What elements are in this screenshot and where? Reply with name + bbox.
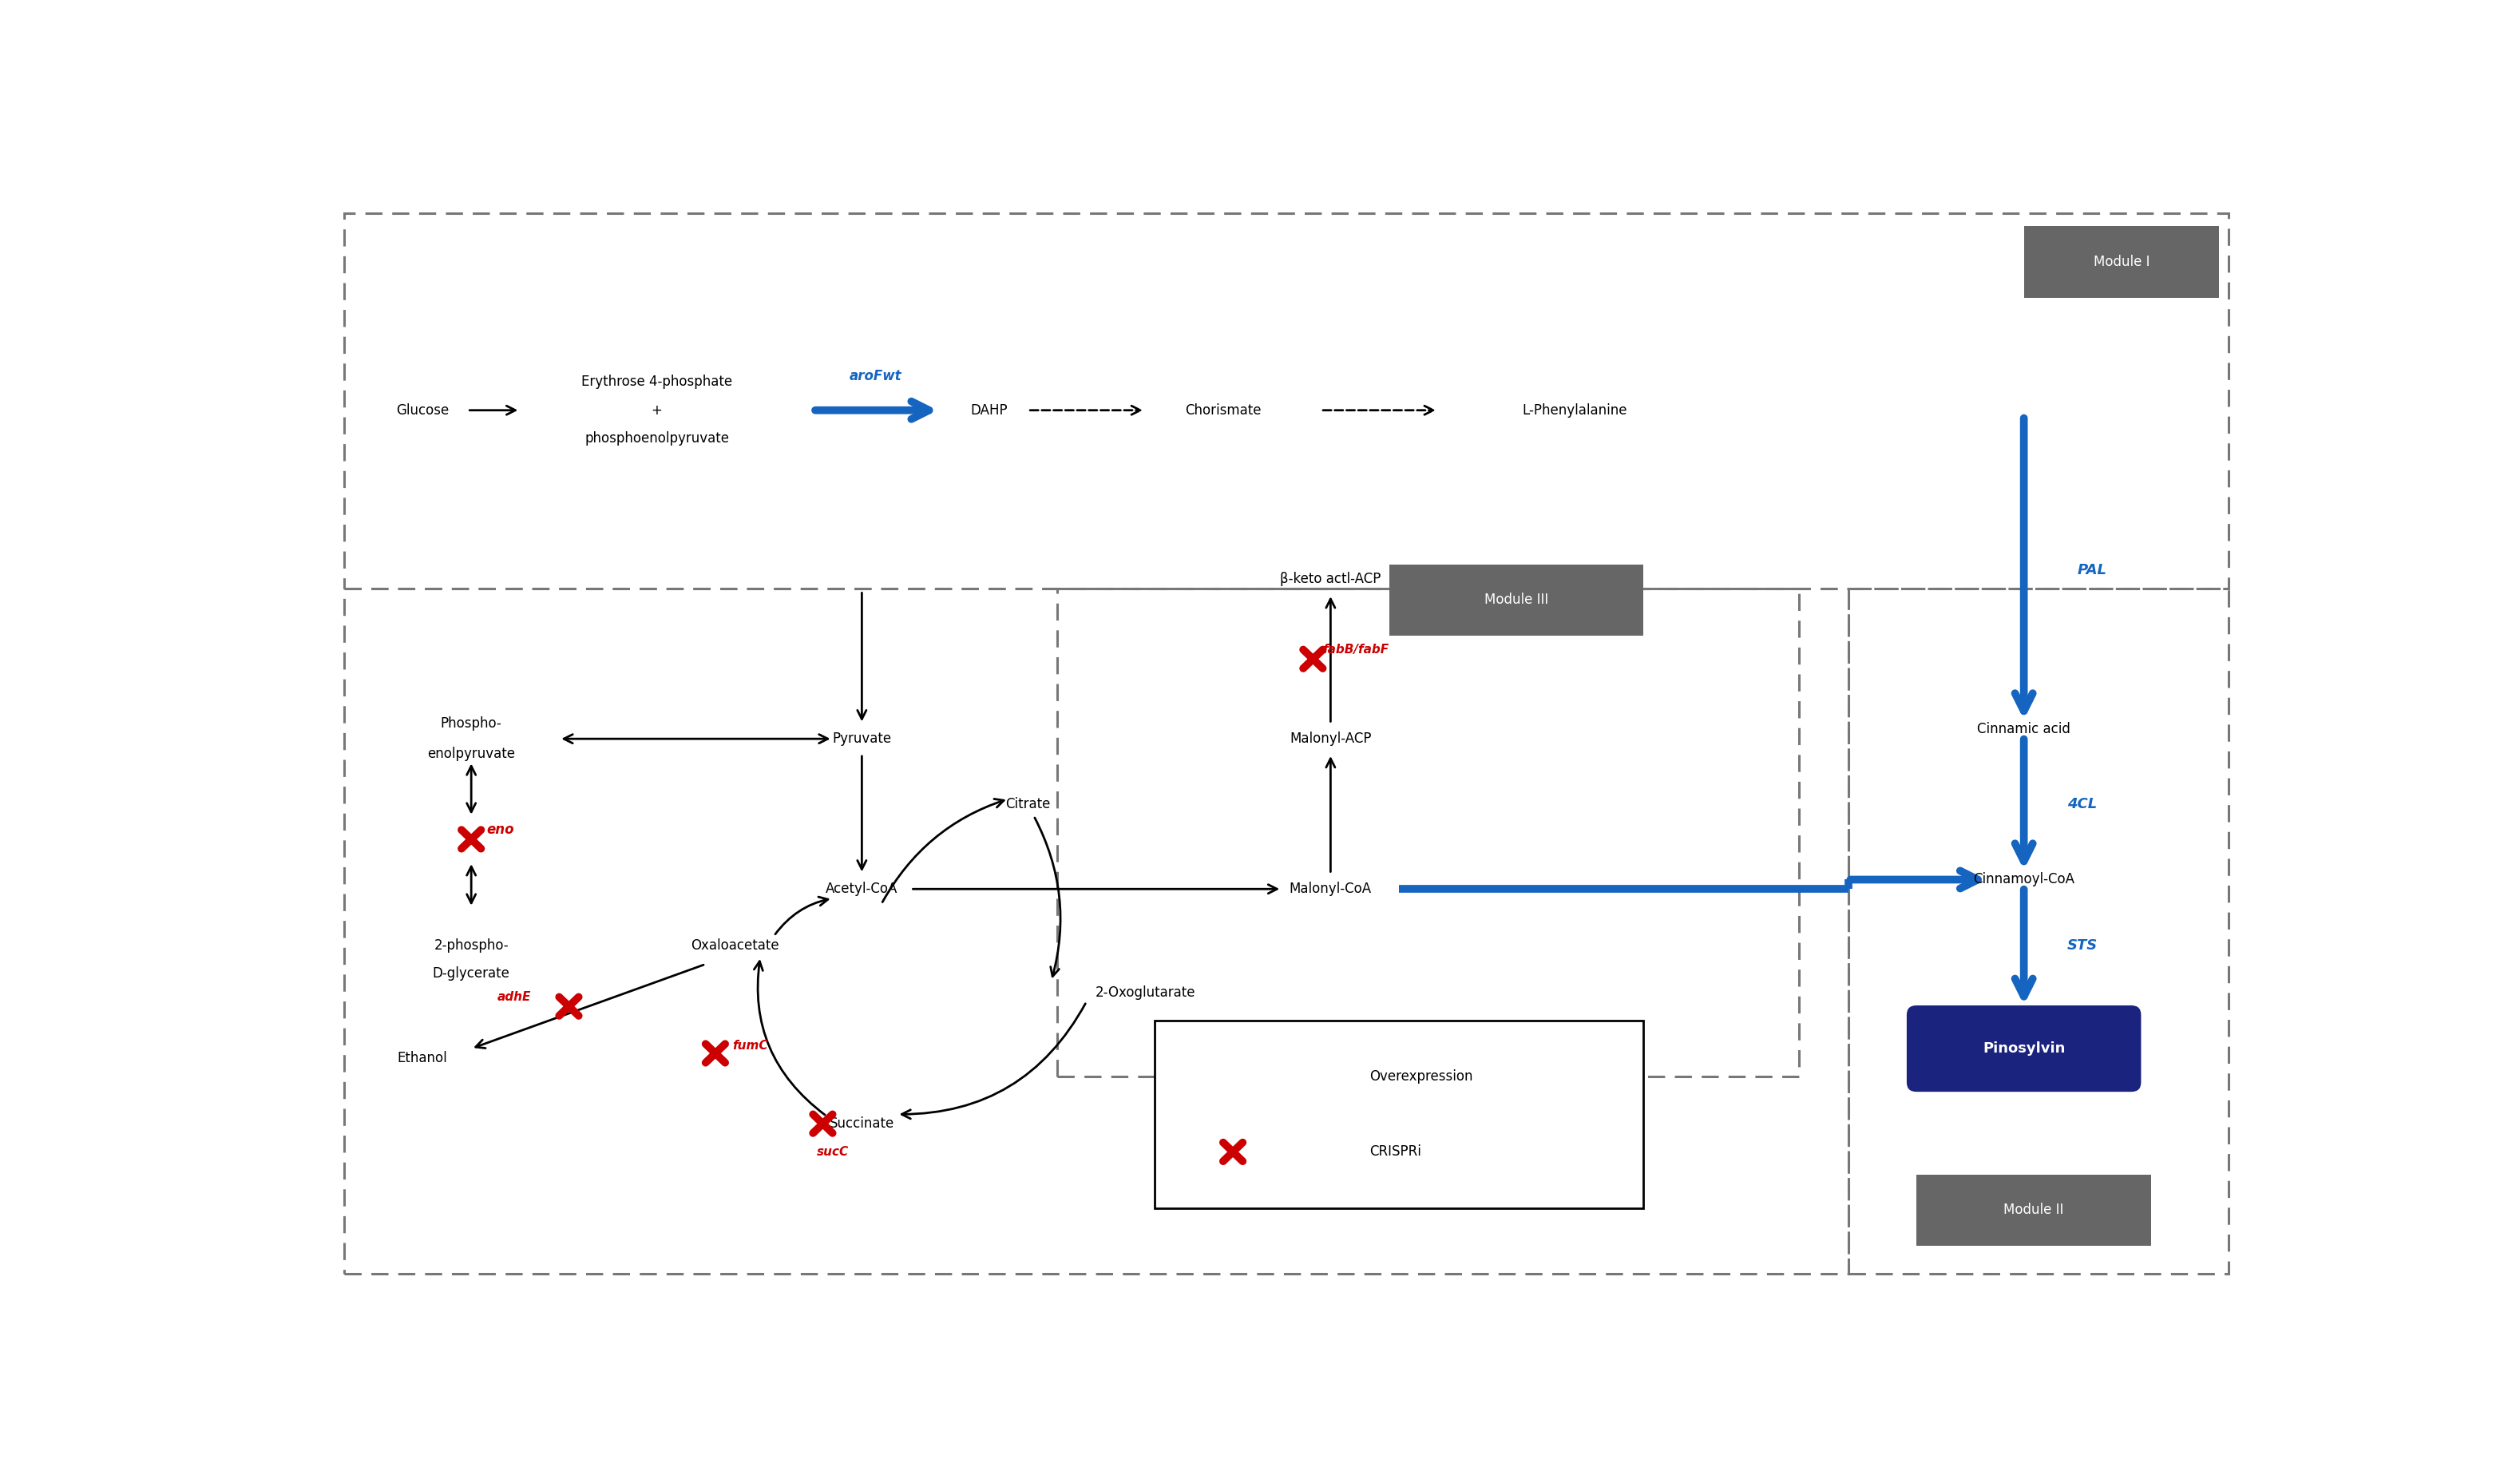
Text: Erythrose 4-phosphate: Erythrose 4-phosphate [582,375,733,389]
FancyBboxPatch shape [2024,227,2220,297]
Text: L-Phenylalanine: L-Phenylalanine [1522,404,1628,417]
FancyBboxPatch shape [1918,1175,2152,1246]
Text: enolpyruvate: enolpyruvate [428,746,514,761]
Text: aroFwt: aroFwt [849,369,902,383]
Text: Glucose: Glucose [396,404,449,417]
Bar [345,588,1847,1274]
Text: fumC: fumC [733,1040,769,1052]
Text: Cinnamoyl-CoA: Cinnamoyl-CoA [1973,872,2074,887]
Text: Ethanol: Ethanol [398,1050,449,1065]
FancyBboxPatch shape [1908,1005,2142,1091]
Text: Citrate: Citrate [1005,797,1051,812]
Text: Oxaloacetate: Oxaloacetate [690,938,779,952]
Text: D-glycerate: D-glycerate [433,967,509,980]
Text: adhE: adhE [496,990,532,1004]
Text: sucC: sucC [816,1146,849,1157]
Text: STS: STS [2066,938,2097,952]
Bar [345,214,2228,588]
Text: Overexpression: Overexpression [1371,1069,1474,1084]
Text: Pyruvate: Pyruvate [832,732,892,746]
Bar [1154,1021,1643,1208]
Text: CRISPRi: CRISPRi [1371,1144,1421,1159]
Text: Module III: Module III [1484,593,1547,607]
Text: phosphoenolpyruvate: phosphoenolpyruvate [585,432,728,446]
Text: β-keto actl-ACP: β-keto actl-ACP [1280,572,1381,587]
Text: Chorismate: Chorismate [1184,404,1263,417]
Bar [1847,588,2228,1274]
Text: 2-Oxoglutarate: 2-Oxoglutarate [1094,985,1194,999]
FancyBboxPatch shape [1389,565,1643,635]
Text: fabB/fabF: fabB/fabF [1323,644,1389,655]
Text: Malonyl-ACP: Malonyl-ACP [1290,732,1371,746]
Text: Pinosylvin: Pinosylvin [1983,1042,2066,1056]
Text: Cinnamic acid: Cinnamic acid [1978,723,2071,736]
Text: Module II: Module II [2003,1203,2064,1217]
Text: Succinate: Succinate [829,1116,895,1131]
Text: 2-phospho-: 2-phospho- [433,938,509,952]
Text: Phospho-: Phospho- [441,717,501,732]
Text: +: + [650,404,663,417]
Text: Acetyl-CoA: Acetyl-CoA [827,882,897,897]
Text: DAHP: DAHP [970,404,1008,417]
Bar [1058,588,1799,1077]
Text: PAL: PAL [2076,563,2107,576]
Text: eno: eno [486,822,514,837]
Text: 4CL: 4CL [2066,797,2097,812]
Text: Module I: Module I [2094,255,2150,269]
Text: Malonyl-CoA: Malonyl-CoA [1290,882,1371,897]
